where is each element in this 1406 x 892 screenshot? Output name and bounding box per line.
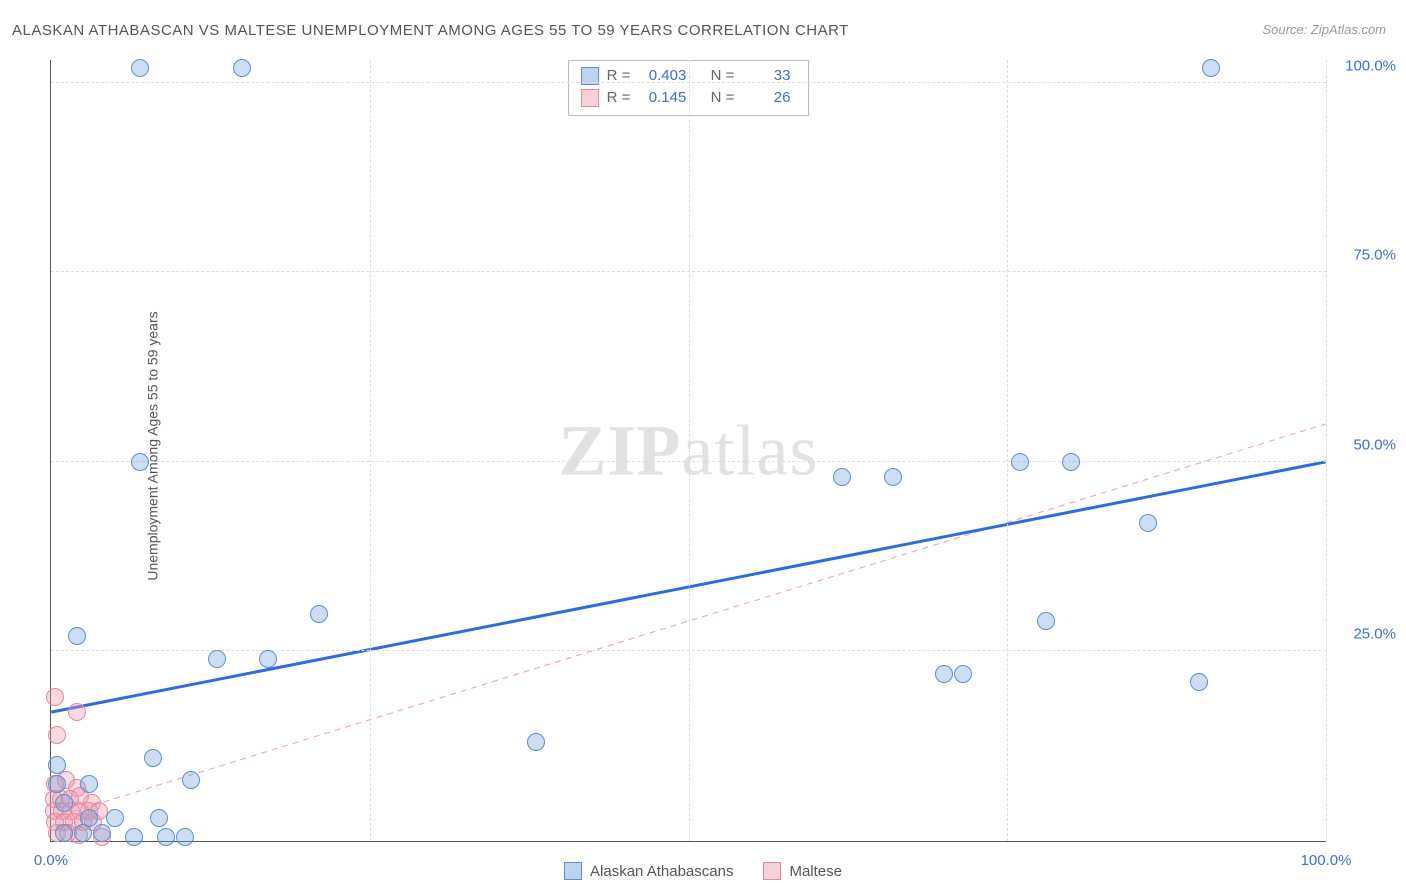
gridline-vertical <box>370 60 371 841</box>
data-point <box>55 794 73 812</box>
x-tick-label: 100.0% <box>1301 852 1352 869</box>
plot-area: ZIPatlas R =0.403 N =33R =0.145 N =26 25… <box>50 60 1326 842</box>
data-point <box>1202 59 1220 77</box>
gridline-vertical <box>689 60 690 841</box>
data-point <box>68 627 86 645</box>
data-point <box>527 733 545 751</box>
data-point <box>833 468 851 486</box>
gridline-vertical <box>1326 60 1327 841</box>
watermark-zip: ZIP <box>559 410 682 490</box>
data-point <box>1190 673 1208 691</box>
y-tick-label: 50.0% <box>1353 436 1396 453</box>
data-point <box>182 771 200 789</box>
gridline-horizontal <box>51 82 1326 83</box>
source-attribution: Source: ZipAtlas.com <box>1262 22 1386 37</box>
n-label: N = <box>711 87 735 109</box>
data-point <box>46 688 64 706</box>
r-value: 0.403 <box>638 65 686 87</box>
y-tick-label: 100.0% <box>1345 57 1396 74</box>
data-point <box>48 756 66 774</box>
y-tick-label: 25.0% <box>1353 626 1396 643</box>
data-point <box>48 726 66 744</box>
stats-row: R = 0.403 N = 33 <box>581 65 791 87</box>
data-point <box>208 650 226 668</box>
legend-item-series2: Maltese <box>763 862 842 880</box>
data-point <box>131 59 149 77</box>
r-value: 0.145 <box>638 87 686 109</box>
legend-label-series2: Maltese <box>789 863 842 880</box>
legend-item-series1: Alaskan Athabascans <box>564 862 733 880</box>
chart-title: ALASKAN ATHABASCAN VS MALTESE UNEMPLOYME… <box>12 22 849 39</box>
x-tick-label: 0.0% <box>34 852 68 869</box>
data-point <box>106 809 124 827</box>
r-label: R = <box>607 65 631 87</box>
y-tick-label: 75.0% <box>1353 247 1396 264</box>
gridline-horizontal <box>51 461 1326 462</box>
stats-swatch <box>581 89 599 107</box>
data-point <box>233 59 251 77</box>
data-point <box>259 650 277 668</box>
data-point <box>68 703 86 721</box>
data-point <box>55 824 73 842</box>
data-point <box>144 749 162 767</box>
legend-swatch-blue <box>564 862 582 880</box>
legend-label-series1: Alaskan Athabascans <box>590 863 733 880</box>
gridline-horizontal <box>51 650 1326 651</box>
gridline-horizontal <box>51 271 1326 272</box>
gridline-vertical <box>1007 60 1008 841</box>
n-label: N = <box>711 65 735 87</box>
data-point <box>150 809 168 827</box>
data-point <box>1139 514 1157 532</box>
data-point <box>954 665 972 683</box>
data-point <box>1062 453 1080 471</box>
r-label: R = <box>607 87 631 109</box>
data-point <box>48 775 66 793</box>
stats-row: R = 0.145 N = 26 <box>581 87 791 109</box>
data-point <box>131 453 149 471</box>
data-point <box>1037 612 1055 630</box>
data-point <box>74 824 92 842</box>
legend: Alaskan Athabascans Maltese <box>564 862 842 880</box>
data-point <box>310 605 328 623</box>
n-value: 26 <box>742 87 790 109</box>
n-value: 33 <box>742 65 790 87</box>
watermark-atlas: atlas <box>682 410 819 490</box>
data-point <box>125 828 143 846</box>
legend-swatch-pink <box>763 862 781 880</box>
data-point <box>935 665 953 683</box>
data-point <box>157 828 175 846</box>
data-point <box>80 775 98 793</box>
data-point <box>93 824 111 842</box>
data-point <box>884 468 902 486</box>
data-point <box>1011 453 1029 471</box>
data-point <box>176 828 194 846</box>
